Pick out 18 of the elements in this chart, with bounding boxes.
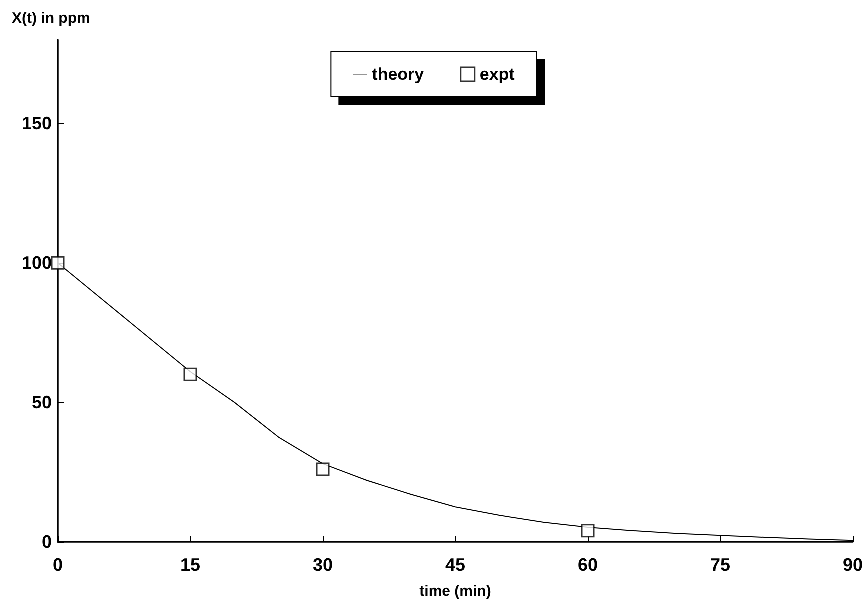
x-axis-title: time (min): [420, 583, 492, 600]
x-tick-label: 15: [180, 555, 201, 575]
point: [51, 256, 65, 270]
point: [581, 524, 595, 538]
y-tick-label: 0: [42, 532, 52, 552]
x-tick-label: 60: [578, 555, 598, 575]
y-tick-label: 50: [32, 392, 52, 413]
y-axis-title: X(t) in ppm: [12, 10, 90, 27]
x-tick-label: 45: [445, 555, 466, 575]
point: [316, 462, 330, 476]
x-tick-label: 90: [842, 555, 864, 575]
y-tick-label: 100: [22, 253, 52, 274]
x-tick-label: 30: [312, 555, 334, 575]
legend-label: expt: [480, 65, 516, 84]
y-tick-label: 150: [22, 114, 52, 134]
legend-label: theory: [372, 65, 425, 84]
point: [184, 368, 198, 382]
x-tick-label: 75: [710, 555, 731, 575]
